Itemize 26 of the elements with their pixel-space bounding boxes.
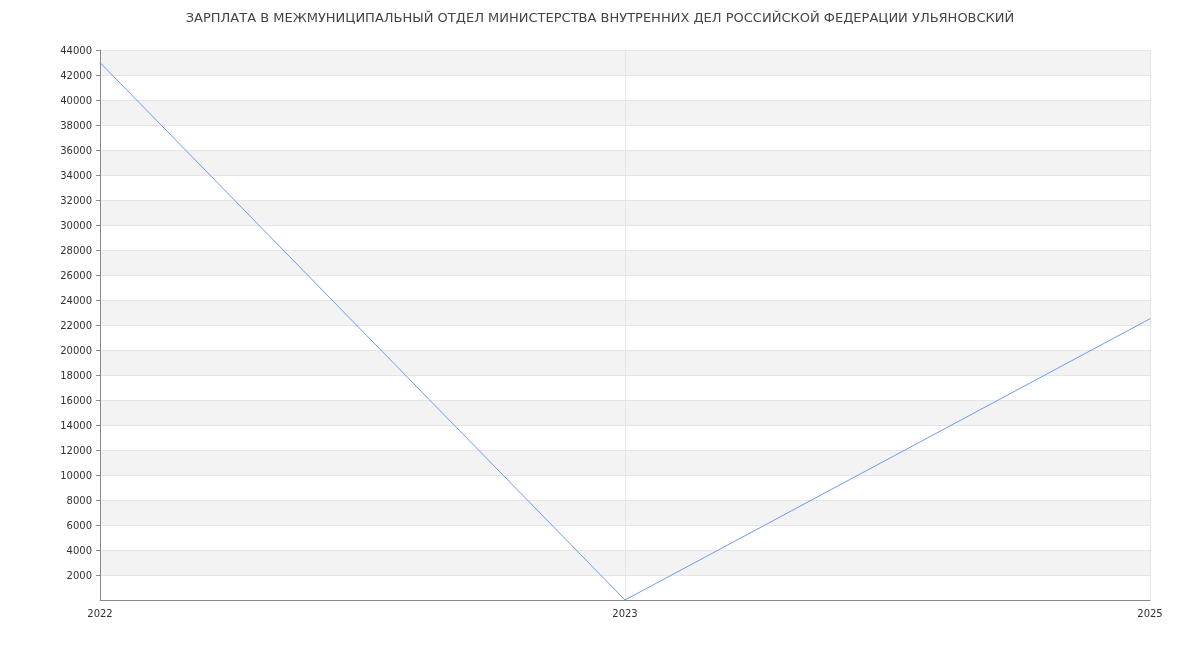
x-tick-label: 2025: [1137, 607, 1163, 619]
y-tick-label: 18000: [60, 369, 92, 381]
y-tick-label: 16000: [60, 394, 92, 406]
y-tick-label: 30000: [60, 219, 92, 231]
y-tick-label: 8000: [66, 494, 92, 506]
y-tick-label: 40000: [60, 94, 92, 106]
y-tick-label: 6000: [66, 519, 92, 531]
chart-title: ЗАРПЛАТА В МЕЖМУНИЦИПАЛЬНЫЙ ОТДЕЛ МИНИСТЕРСТВА ВНУТРЕННИХ ДЕЛ РОССИЙСКОЙ ФЕДЕРАЦИИ УЛЬЯНОВСКИЙ: [185, 10, 1015, 25]
y-tick-label: 34000: [60, 169, 92, 181]
x-tick-label: 2022: [87, 607, 113, 619]
y-tick-label: 36000: [60, 144, 92, 156]
y-tick-label: 24000: [60, 294, 92, 306]
y-tick-label: 28000: [60, 244, 92, 256]
y-tick-label: 26000: [60, 269, 92, 281]
y-tick-label: 42000: [60, 69, 92, 81]
y-tick-label: 22000: [60, 319, 92, 331]
y-tick-label: 4000: [66, 544, 92, 556]
x-tick-label: 2023: [612, 607, 638, 619]
y-tick-label: 14000: [60, 419, 92, 431]
y-tick-label: 10000: [60, 469, 92, 481]
y-tick-label: 32000: [60, 194, 92, 206]
y-tick-label: 12000: [60, 444, 92, 456]
y-tick-label: 44000: [60, 44, 92, 56]
y-tick-label: 20000: [60, 344, 92, 356]
y-tick-label: 38000: [60, 119, 92, 131]
y-tick-label: 2000: [66, 569, 92, 581]
